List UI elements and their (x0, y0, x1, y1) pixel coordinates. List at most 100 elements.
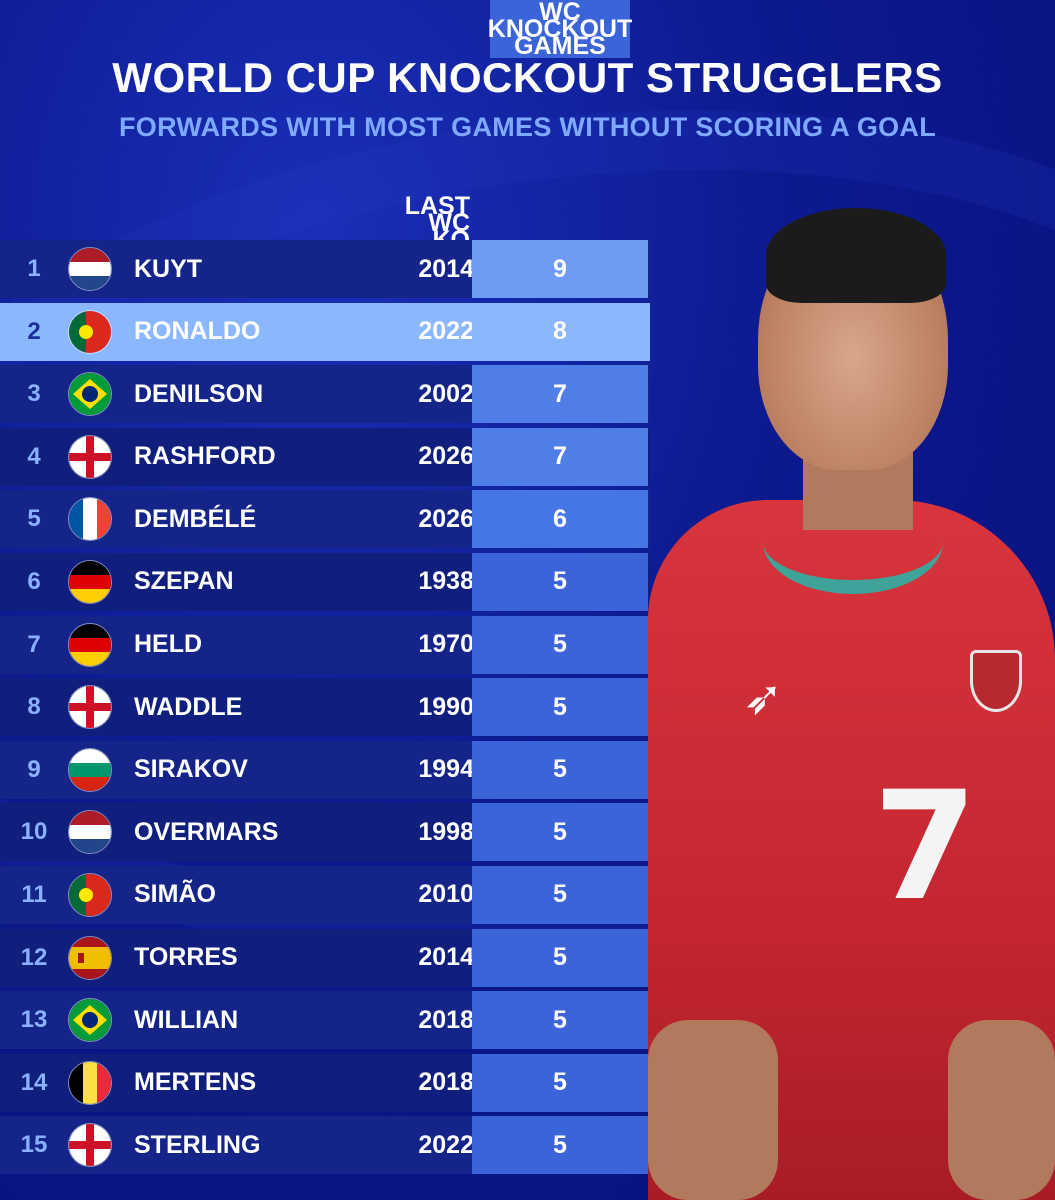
england-flag-icon (68, 1123, 112, 1168)
last-ko-game-year: 2018 (418, 1068, 474, 1097)
brazil-flag-icon (68, 998, 112, 1043)
ko-games-count: 9 (472, 240, 648, 298)
table-row: 7 HELD 1970 5 (0, 615, 650, 674)
belgium-flag-icon (68, 1060, 112, 1105)
ko-games-count: 5 (472, 991, 648, 1050)
player-name: MERTENS (134, 1068, 257, 1097)
player-image: ➶ 7 (648, 200, 1055, 1200)
table-row: 12 TORRES 2014 5 (0, 928, 650, 987)
ko-games-count: 8 (472, 302, 648, 361)
portugal-flag-icon (68, 872, 112, 917)
last-ko-game-year: 1998 (418, 817, 474, 846)
portugal-flag-icon (68, 309, 112, 354)
germany-flag-icon (68, 559, 112, 604)
player-left-arm (648, 1020, 778, 1200)
player-name: KUYT (134, 254, 203, 283)
player-name: DENILSON (134, 379, 264, 408)
page-title: WORLD CUP KNOCKOUT STRUGGLERS (112, 54, 943, 101)
last-ko-game-year: 2014 (418, 254, 474, 283)
player-name: OVERMARS (134, 817, 279, 846)
rank-number: 2 (27, 317, 41, 345)
player-name: SIMÃO (134, 880, 216, 909)
brazil-flag-icon (68, 372, 112, 417)
player-name: SIRAKOV (134, 755, 248, 784)
rank-number: 4 (27, 442, 41, 470)
player-name: SZEPAN (134, 567, 234, 596)
ko-games-count: 5 (472, 803, 648, 862)
england-flag-icon (68, 685, 112, 730)
player-right-arm (948, 1020, 1055, 1200)
bulgaria-flag-icon (68, 747, 112, 792)
rank-number: 15 (20, 1131, 48, 1159)
table-row: 13 WILLIAN 2018 5 (0, 991, 650, 1050)
rank-number: 5 (27, 505, 41, 533)
page-subtitle: FORWARDS WITH MOST GAMES WITHOUT SCORING… (118, 112, 937, 142)
rank-number: 1 (27, 255, 41, 282)
rank-number: 7 (27, 630, 41, 658)
rank-number: 13 (20, 1006, 48, 1034)
last-ko-game-year: 2010 (418, 880, 474, 909)
germany-flag-icon (68, 622, 112, 667)
ko-games-count: 5 (472, 1116, 648, 1175)
ranking-table: 1 KUYT 2014 9 2 RONALDO 2022 8 3 DENILSON 2002 7 4 RA… (0, 240, 650, 1179)
last-ko-game-year: 1990 (418, 692, 474, 721)
table-row: 5 DEMBÉLÉ 2026 6 (0, 490, 650, 549)
netherlands-flag-icon (68, 247, 112, 291)
player-name: HELD (134, 630, 203, 659)
france-flag-icon (68, 497, 112, 542)
player-name: WILLIAN (134, 1005, 239, 1034)
last-ko-game-year: 1970 (418, 630, 474, 659)
rank-number: 14 (20, 1068, 48, 1096)
player-name: STERLING (134, 1130, 261, 1159)
ko-games-count: 5 (472, 865, 648, 924)
ko-games-count: 5 (472, 615, 648, 674)
last-ko-game-year: 2022 (418, 1130, 474, 1159)
player-name: DEMBÉLÉ (134, 504, 257, 533)
column-header-games: WC KNOCKOUT GAMES (487, 0, 633, 60)
last-ko-game-year: 2002 (418, 379, 474, 408)
table-row: 8 WADDLE 1990 5 (0, 678, 650, 737)
last-ko-game-year: 2022 (418, 317, 474, 346)
ko-games-count: 5 (472, 928, 648, 987)
player-name: TORRES (134, 943, 238, 972)
table-row: 6 SZEPAN 1938 5 (0, 552, 650, 611)
table-row: 3 DENILSON 2002 7 (0, 365, 650, 424)
ko-games-count: 5 (472, 1053, 648, 1112)
ko-games-count: 6 (472, 490, 648, 549)
last-ko-game-year: 2026 (418, 442, 474, 471)
table-row: 11 SIMÃO 2010 5 (0, 865, 650, 924)
rank-number: 9 (27, 755, 41, 783)
rank-number: 6 (27, 567, 41, 595)
rank-number: 11 (21, 880, 47, 908)
last-ko-game-year: 1938 (418, 567, 474, 596)
rank-number: 12 (20, 943, 48, 971)
column-header-games-label: WC KNOCKOUT GAMES (487, 0, 633, 60)
table-row: 2 RONALDO 2022 8 (0, 302, 650, 361)
shirt-number: 7 (873, 760, 978, 934)
ko-games-count: 5 (472, 678, 648, 737)
netherlands-flag-icon (68, 810, 112, 855)
england-flag-icon (68, 434, 112, 479)
shirt-collar (763, 490, 943, 594)
player-name: RASHFORD (134, 442, 276, 471)
ko-games-count: 5 (472, 740, 648, 799)
ko-games-count: 7 (472, 427, 648, 486)
player-name: RONALDO (134, 317, 261, 346)
last-ko-game-year: 1994 (418, 755, 474, 784)
ko-games-count: 7 (472, 365, 648, 424)
puma-logo-icon: ➶ (743, 672, 784, 725)
table-row: 10 OVERMARS 1998 5 (0, 803, 650, 862)
last-ko-game-year: 2014 (418, 943, 474, 972)
rank-number: 8 (27, 693, 41, 721)
table-row: 9 SIRAKOV 1994 5 (0, 740, 650, 799)
table-row: 14 MERTENS 2018 5 (0, 1053, 650, 1112)
player-hair (766, 208, 946, 303)
table-row: 1 KUYT 2014 9 (0, 240, 650, 298)
rank-number: 10 (20, 818, 48, 846)
spain-flag-icon (68, 935, 112, 980)
table-row: 4 RASHFORD 2026 7 (0, 427, 650, 486)
last-ko-game-year: 2018 (418, 1005, 474, 1034)
portugal-crest-icon (970, 650, 1022, 712)
table-row: 15 STERLING 2022 5 (0, 1116, 650, 1175)
rank-number: 3 (27, 380, 41, 408)
